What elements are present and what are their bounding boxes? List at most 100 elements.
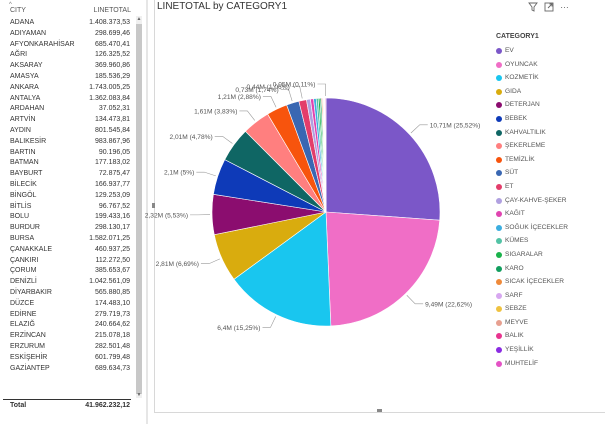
city-cell: BATMAN: [10, 159, 39, 167]
column-header-linetotal[interactable]: LINETOTAL: [93, 7, 131, 14]
table-row[interactable]: BİNGÖL 129.253,09: [3, 191, 131, 202]
table-row[interactable]: ERZİNCAN 215.078,18: [3, 331, 131, 342]
pie-slice[interactable]: [325, 211, 441, 327]
legend-marker-icon: [496, 61, 502, 68]
linetotal-cell: 385.653,67: [94, 267, 130, 275]
table-row[interactable]: GAZİANTEP 689.634,73: [3, 364, 131, 375]
table-row[interactable]: AKSARAY 369.960,86: [3, 61, 131, 72]
legend-marker-icon: [496, 279, 502, 286]
table-row[interactable]: DENİZLİ 1.042.561,09: [3, 277, 131, 288]
table-row[interactable]: ESKİŞEHİR 601.799,48: [3, 353, 131, 364]
table-row[interactable]: AMASYA 185.536,29: [3, 72, 131, 83]
legend-item[interactable]: MUHTELİF: [496, 357, 604, 371]
focus-mode-icon[interactable]: [544, 2, 554, 14]
table-row[interactable]: ARDAHAN 37.052,31: [3, 104, 131, 115]
legend-item[interactable]: SOĞUK İÇECEKLER: [496, 221, 604, 235]
legend-item[interactable]: ET: [496, 180, 604, 194]
filter-icon[interactable]: [528, 2, 538, 14]
table-row[interactable]: ÇANAKKALE 460.937,25: [3, 245, 131, 256]
pie-slice[interactable]: [324, 97, 327, 213]
resize-handle-left[interactable]: [152, 203, 155, 208]
table-row[interactable]: BATMAN 177.183,02: [3, 158, 131, 169]
table-row[interactable]: ÇANKIRI 112.272,50: [3, 256, 131, 267]
legend-item[interactable]: SIGARALAR: [496, 248, 604, 262]
city-cell: BARTIN: [10, 148, 36, 156]
linetotal-cell: 126.325,52: [94, 51, 130, 59]
city-cell: ÇANKIRI: [10, 256, 39, 264]
legend-item[interactable]: MEYVE: [496, 316, 604, 330]
legend-item[interactable]: SEBZE: [496, 302, 604, 316]
legend-item[interactable]: KARO: [496, 262, 604, 276]
table-row[interactable]: ELAZIĞ 240.664,62: [3, 320, 131, 331]
linetotal-cell: 601.799,48: [94, 353, 130, 361]
legend-marker-icon: [496, 306, 502, 313]
data-label: 6,4M (15,25%): [217, 325, 260, 332]
table-row[interactable]: ADIYAMAN 298.699,46: [3, 29, 131, 40]
table-row[interactable]: AĞRI 126.325,52: [3, 50, 131, 61]
table-row[interactable]: ÇORUM 385.653,67: [3, 266, 131, 277]
table-row[interactable]: DİYARBAKIR 565.880,85: [3, 288, 131, 299]
data-label: 9,49M (22,62%): [425, 301, 472, 308]
legend-item[interactable]: KÜMES: [496, 234, 604, 248]
legend-item[interactable]: KAĞIT: [496, 207, 604, 221]
legend-item[interactable]: EV: [496, 44, 604, 58]
legend-item[interactable]: KAHVALTILIK: [496, 126, 604, 140]
legend-label: GIDA: [505, 87, 522, 95]
table-row[interactable]: AYDIN 801.545,84: [3, 126, 131, 137]
legend-marker-icon: [496, 129, 502, 136]
pie-slice[interactable]: [233, 211, 332, 327]
table-row[interactable]: BAYBURT 72.875,47: [3, 169, 131, 180]
legend-item[interactable]: YEŞİLLİK: [496, 343, 604, 357]
city-cell: BURDUR: [10, 224, 40, 232]
legend-item[interactable]: GIDA: [496, 85, 604, 99]
legend-item[interactable]: SÜT: [496, 166, 604, 180]
legend-label: KARO: [505, 264, 524, 272]
table-row[interactable]: ARTVİN 134.473,81: [3, 115, 131, 126]
table-row[interactable]: BURSA 1.582.071,25: [3, 234, 131, 245]
table-row[interactable]: DÜZCE 174.483,10: [3, 299, 131, 310]
data-label-leader-line: [317, 83, 326, 97]
scroll-down-arrow-icon[interactable]: ▼: [136, 392, 142, 398]
linetotal-cell: 685.470,41: [94, 40, 130, 48]
scrollbar-thumb[interactable]: [136, 24, 142, 394]
legend-item[interactable]: BALIK: [496, 329, 604, 343]
table-row[interactable]: BALIKESİR 983.867,96: [3, 137, 131, 148]
legend-marker-icon: [496, 238, 502, 245]
legend-item[interactable]: SICAK İÇECEKLER: [496, 275, 604, 289]
table-row[interactable]: BOLU 199.433,16: [3, 212, 131, 223]
scroll-up-arrow-icon[interactable]: ▲: [136, 16, 142, 22]
more-options-icon[interactable]: …: [560, 0, 569, 10]
table-row[interactable]: AFYONKARAHİSAR 685.470,41: [3, 40, 131, 51]
legend-item[interactable]: ÇAY-KAHVE-ŞEKER: [496, 194, 604, 208]
city-cell: ÇANAKKALE: [10, 245, 53, 253]
column-header-city[interactable]: CITY: [10, 7, 26, 14]
table-row[interactable]: BARTIN 90.196,05: [3, 148, 131, 159]
legend-item[interactable]: ŞEKERLEME: [496, 139, 604, 153]
table-row[interactable]: BURDUR 298.130,17: [3, 223, 131, 234]
table-row[interactable]: EDİRNE 279.719,73: [3, 310, 131, 321]
table-row[interactable]: BİLECİK 166.937,77: [3, 180, 131, 191]
table-row[interactable]: ANKARA 1.743.005,25: [3, 83, 131, 94]
city-cell: ANKARA: [10, 83, 39, 91]
pie-slice[interactable]: [325, 97, 441, 221]
city-cell: ELAZIĞ: [10, 321, 35, 329]
table-row[interactable]: ANTALYA 1.362.083,84: [3, 94, 131, 105]
data-label: 1,21M (2,88%): [218, 94, 261, 101]
table-row[interactable]: ADANA 1.408.373,53: [3, 18, 131, 29]
legend-item[interactable]: BEBEK: [496, 112, 604, 126]
legend-item[interactable]: KOZMETİK: [496, 71, 604, 85]
legend-item[interactable]: DETERJAN: [496, 98, 604, 112]
legend-item[interactable]: TEMİZLİK: [496, 153, 604, 167]
table-row[interactable]: ERZURUM 282.501,48: [3, 342, 131, 353]
table-scrollbar[interactable]: ▲ ▼: [136, 16, 142, 398]
city-cell: ÇORUM: [10, 267, 37, 275]
table-row[interactable]: BİTLİS 96.767,52: [3, 202, 131, 213]
linetotal-cell: 240.664,62: [94, 321, 130, 329]
linetotal-cell: 112.272,50: [95, 256, 130, 264]
sort-indicator[interactable]: ^: [9, 2, 12, 8]
resize-handle-bottom[interactable]: [377, 409, 382, 412]
legend-item[interactable]: OYUNCAK: [496, 58, 604, 72]
city-cell: BURSA: [10, 234, 35, 242]
legend-item[interactable]: SARF: [496, 289, 604, 303]
linetotal-cell: 166.937,77: [94, 180, 130, 188]
